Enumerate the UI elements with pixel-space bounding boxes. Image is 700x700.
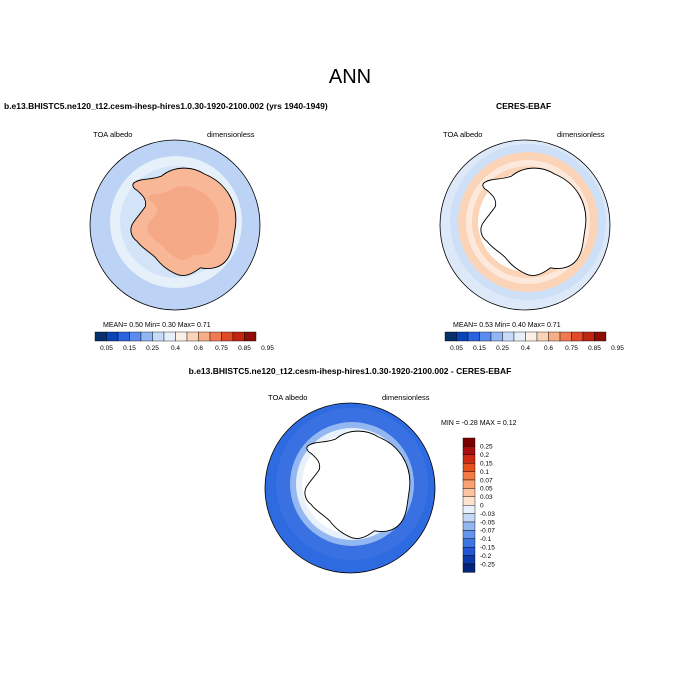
- panel2-stats: MEAN= 0.53 Min= 0.40 Max= 0.71: [453, 322, 561, 329]
- colorbar-tick-label: 0.95: [261, 345, 274, 352]
- panel2-map-border: [439, 139, 611, 311]
- figure-title: ANN: [328, 66, 372, 88]
- panel3-variable-label: TOA albedo: [268, 393, 308, 402]
- colorbar-swatch: [152, 331, 165, 342]
- colorbar-swatch: [186, 331, 199, 342]
- colorbar-swatch: [175, 331, 188, 342]
- colorbar-swatch: [479, 331, 492, 342]
- colorbar-tick-label: -0.1: [480, 536, 492, 543]
- panel3-map: [264, 402, 436, 574]
- colorbar-swatch: [462, 471, 476, 481]
- colorbar-swatch: [444, 331, 457, 342]
- panel3-units-label: dimensionless: [382, 393, 430, 402]
- colorbar-swatch: [594, 331, 607, 342]
- panel2-case-title: CERES-EBAF: [496, 101, 552, 111]
- colorbar-swatch: [582, 331, 595, 342]
- panel2-units-label: dimensionless: [557, 130, 605, 139]
- panel1-colorbar: 0.05 0.15 0.25 0.4 0.6 0.75 0.85 0.95: [94, 331, 274, 352]
- colorbar-swatch: [462, 479, 476, 489]
- panel3-case-title: b.e13.BHISTC5.ne120_t12.cesm-ihesp-hires…: [188, 366, 512, 376]
- panel1-map: [89, 139, 261, 311]
- colorbar-tick-label: -0.2: [480, 553, 492, 560]
- colorbar-swatch: [462, 496, 476, 506]
- colorbar-tick-label: 0.05: [480, 486, 493, 493]
- colorbar-swatch: [462, 463, 476, 472]
- colorbar-swatch: [571, 331, 584, 342]
- colorbar-swatch: [198, 331, 211, 342]
- colorbar-swatch: [94, 331, 107, 342]
- colorbar-swatch: [462, 521, 476, 531]
- panel1-units-label: dimensionless: [207, 130, 255, 139]
- colorbar-tick-label: 0.25: [496, 345, 509, 352]
- colorbar-swatch: [462, 488, 476, 497]
- colorbar-tick-label: 0.15: [123, 345, 136, 352]
- colorbar-tick-label: 0.6: [544, 345, 553, 352]
- colorbar-tick-label: -0.25: [480, 561, 495, 568]
- colorbar-swatch: [462, 538, 476, 548]
- colorbar-swatch: [221, 331, 234, 342]
- panel2-variable-label: TOA albedo: [443, 130, 483, 139]
- panel3-colorbar: 0.250.2 0.150.10.07 0.050.03 0-0.03-0.05 -0.…: [462, 437, 495, 573]
- colorbar-tick-label: -0.15: [480, 545, 495, 552]
- colorbar-swatch: [548, 331, 561, 342]
- colorbar-swatch: [513, 331, 526, 342]
- colorbar-swatch: [163, 331, 176, 342]
- colorbar-swatch: [232, 331, 245, 342]
- colorbar-tick-label: 0.75: [565, 345, 578, 352]
- colorbar-tick-label: 0.15: [473, 345, 486, 352]
- colorbar-tick-label: 0.85: [238, 345, 251, 352]
- panel1-stats: MEAN= 0.50 Min= 0.30 Max= 0.71: [103, 322, 211, 329]
- colorbar-tick-label: 0.85: [588, 345, 601, 352]
- colorbar-tick-label: 0.05: [100, 345, 113, 352]
- colorbar-tick-label: 0.03: [480, 494, 493, 501]
- colorbar-tick-label: 0.75: [215, 345, 228, 352]
- colorbar-tick-label: -0.03: [480, 511, 495, 518]
- panel3-map-border: [264, 402, 436, 574]
- colorbar-swatch: [456, 331, 469, 342]
- panel2-colorbar: 0.05 0.15 0.25 0.4 0.6 0.75 0.85 0.95: [444, 331, 624, 352]
- panel3-stats: MIN = -0.28 MAX = 0.12: [441, 420, 517, 427]
- panel1-map-border: [89, 139, 261, 311]
- colorbar-tick-label: 0.1: [480, 469, 489, 476]
- colorbar-swatch: [490, 331, 503, 342]
- colorbar-swatch: [467, 331, 480, 342]
- colorbar-tick-label: 0.2: [480, 452, 489, 459]
- colorbar-swatch: [462, 563, 476, 573]
- colorbar-tick-label: 0.4: [521, 345, 530, 352]
- colorbar-tick-label: 0.25: [146, 345, 159, 352]
- colorbar-swatch: [117, 331, 130, 342]
- colorbar-tick-label: 0.6: [194, 345, 203, 352]
- colorbar-tick-label: 0.15: [480, 461, 493, 468]
- colorbar-swatch: [462, 446, 476, 455]
- colorbar-swatch: [525, 331, 538, 342]
- colorbar-tick-label: 0.95: [611, 345, 624, 352]
- colorbar-tick-label: 0.07: [480, 477, 493, 484]
- colorbar-swatch: [209, 331, 222, 342]
- colorbar-swatch: [106, 331, 119, 342]
- colorbar-swatch: [462, 513, 476, 523]
- colorbar-tick-label: 0: [480, 503, 484, 510]
- colorbar-tick-label: -0.05: [480, 519, 495, 526]
- colorbar-swatch: [244, 331, 257, 342]
- colorbar-tick-label: -0.07: [480, 528, 495, 535]
- colorbar-swatch: [502, 331, 515, 342]
- colorbar-swatch: [462, 437, 476, 447]
- colorbar-swatch: [462, 547, 476, 556]
- panel1-case-title: b.e13.BHISTC5.ne120_t12.cesm-ihesp-hires…: [4, 101, 328, 111]
- colorbar-swatch: [462, 555, 476, 565]
- colorbar-tick-label: 0.25: [480, 444, 493, 451]
- colorbar-swatch: [462, 454, 476, 464]
- colorbar-swatch: [129, 331, 142, 342]
- colorbar-swatch: [462, 530, 476, 540]
- panel2-map: [439, 139, 611, 311]
- colorbar-tick-label: 0.05: [450, 345, 463, 352]
- colorbar-swatch: [140, 331, 153, 342]
- colorbar-swatch: [536, 331, 549, 342]
- colorbar-tick-label: 0.4: [171, 345, 180, 352]
- colorbar-swatch: [559, 331, 572, 342]
- colorbar-swatch: [462, 505, 476, 514]
- panel1-variable-label: TOA albedo: [93, 130, 133, 139]
